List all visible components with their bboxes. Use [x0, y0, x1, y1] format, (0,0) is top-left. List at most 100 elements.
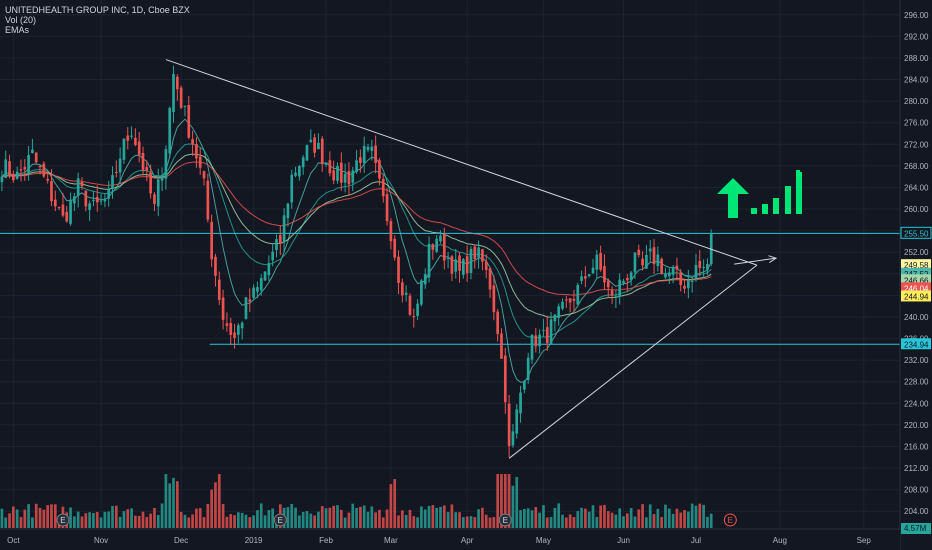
- price-tick-label: 284.00: [904, 76, 929, 85]
- price-label-box: [900, 226, 932, 239]
- price-tick-label: 240.00: [904, 313, 929, 322]
- price-tick-label: 212.00: [904, 464, 929, 473]
- candle-body: [126, 135, 130, 141]
- volume-bar: [698, 503, 702, 528]
- candle-body: [153, 194, 156, 205]
- time-axis[interactable]: Oct Nov Dec 2019 Feb Mar Apr May Jun Jul Aug Sep: [0, 528, 900, 550]
- price-labels: 255.50249.58247.52246.66246.04244.94234.…: [900, 226, 932, 534]
- candle-body: [309, 139, 313, 143]
- candle-body: [183, 105, 187, 107]
- volume-bar: [53, 504, 57, 528]
- earnings-icon-glyph: E: [60, 516, 65, 525]
- candle-body: [259, 278, 263, 291]
- candle-body: [637, 249, 641, 256]
- candle-body: [248, 299, 252, 302]
- candle-body: [580, 276, 583, 281]
- candle-body: [603, 266, 606, 283]
- volume-bar: [492, 517, 496, 528]
- candle-body: [568, 298, 572, 303]
- volume-bar: [702, 504, 705, 528]
- candle-body: [256, 287, 259, 292]
- volume-bar: [645, 517, 648, 528]
- time-tick-label: Feb: [319, 536, 333, 545]
- candle-body: [625, 277, 629, 281]
- volume-bar: [179, 511, 183, 528]
- candle-body: [587, 274, 591, 277]
- volume-bar: [122, 511, 126, 528]
- price-label: 234.94: [904, 340, 929, 349]
- volume-bar: [95, 511, 99, 528]
- candle-body: [564, 299, 568, 301]
- volume-bar: [153, 507, 156, 528]
- time-tick-label: May: [536, 536, 551, 545]
- time-tick-label: Oct: [7, 536, 20, 545]
- volume-bar: [511, 485, 515, 528]
- candle-body: [412, 316, 416, 318]
- time-tick-label: Aug: [773, 536, 787, 545]
- trend-line: [165, 59, 758, 266]
- volume-bar: [469, 516, 473, 528]
- volume-bar: [149, 513, 152, 528]
- volume-bar: [175, 481, 179, 528]
- volume-bar: [564, 517, 568, 528]
- price-tick-label: 204.00: [904, 507, 929, 516]
- candle-body: [572, 298, 576, 301]
- candle-body: [355, 160, 358, 172]
- price-label: 246.66: [904, 276, 929, 285]
- volume-bar: [84, 513, 88, 528]
- emas-study-label[interactable]: EMAs: [5, 25, 30, 35]
- candle-body: [614, 296, 618, 298]
- price-tick-label: 264.00: [904, 183, 929, 192]
- volume-bar: [378, 509, 381, 528]
- volume-bar: [431, 505, 435, 528]
- volume-bar: [50, 504, 53, 528]
- volume-bar: [351, 503, 355, 528]
- candle-body: [629, 272, 633, 280]
- candle-body: [99, 200, 103, 202]
- candle-body: [610, 290, 614, 296]
- candle-body: [473, 246, 477, 259]
- volume-bar: [46, 505, 50, 528]
- candle-body: [385, 194, 389, 222]
- candle-body: [683, 285, 686, 289]
- candle-body: [313, 137, 316, 153]
- volume-bar: [339, 509, 343, 528]
- volume-bar: [526, 508, 530, 528]
- volume-bar: [34, 503, 38, 528]
- volume-bar: [210, 489, 213, 528]
- time-axis-bg: [0, 529, 900, 550]
- price-label-box: [901, 282, 931, 294]
- candle-body: [538, 334, 541, 347]
- candle-body: [42, 163, 46, 177]
- price-label-box: [901, 338, 931, 350]
- volume-bar: [214, 482, 217, 528]
- candle-body: [145, 167, 149, 171]
- volume-bar: [187, 517, 191, 528]
- candle-body: [462, 259, 465, 275]
- time-tick-label: Sep: [857, 536, 872, 545]
- candle-body: [553, 314, 557, 322]
- volume-bar: [568, 514, 572, 528]
- time-tick-label: Jul: [691, 536, 701, 545]
- volume-bar: [259, 503, 263, 528]
- volume-bar: [523, 508, 526, 528]
- volume-bar: [549, 517, 553, 528]
- grid: [0, 0, 900, 528]
- volume-bar: [614, 514, 618, 528]
- earnings-icon-glyph: E: [728, 516, 733, 525]
- candle-body: [507, 403, 511, 447]
- volume-study-label[interactable]: Vol (20): [5, 15, 37, 25]
- candle-body: [122, 138, 126, 160]
- trend-lines[interactable]: [165, 59, 778, 459]
- volume-bar: [412, 516, 416, 528]
- candle-body: [156, 179, 160, 207]
- candle-body: [8, 161, 11, 176]
- symbol-title[interactable]: UNITEDHEALTH GROUP INC, 1D, Cboe BZX: [5, 5, 190, 15]
- volume-bar: [648, 504, 652, 528]
- candle-body: [332, 170, 336, 181]
- volume-bar: [534, 507, 538, 528]
- volume-bar: [244, 514, 248, 528]
- candle-body: [656, 254, 660, 267]
